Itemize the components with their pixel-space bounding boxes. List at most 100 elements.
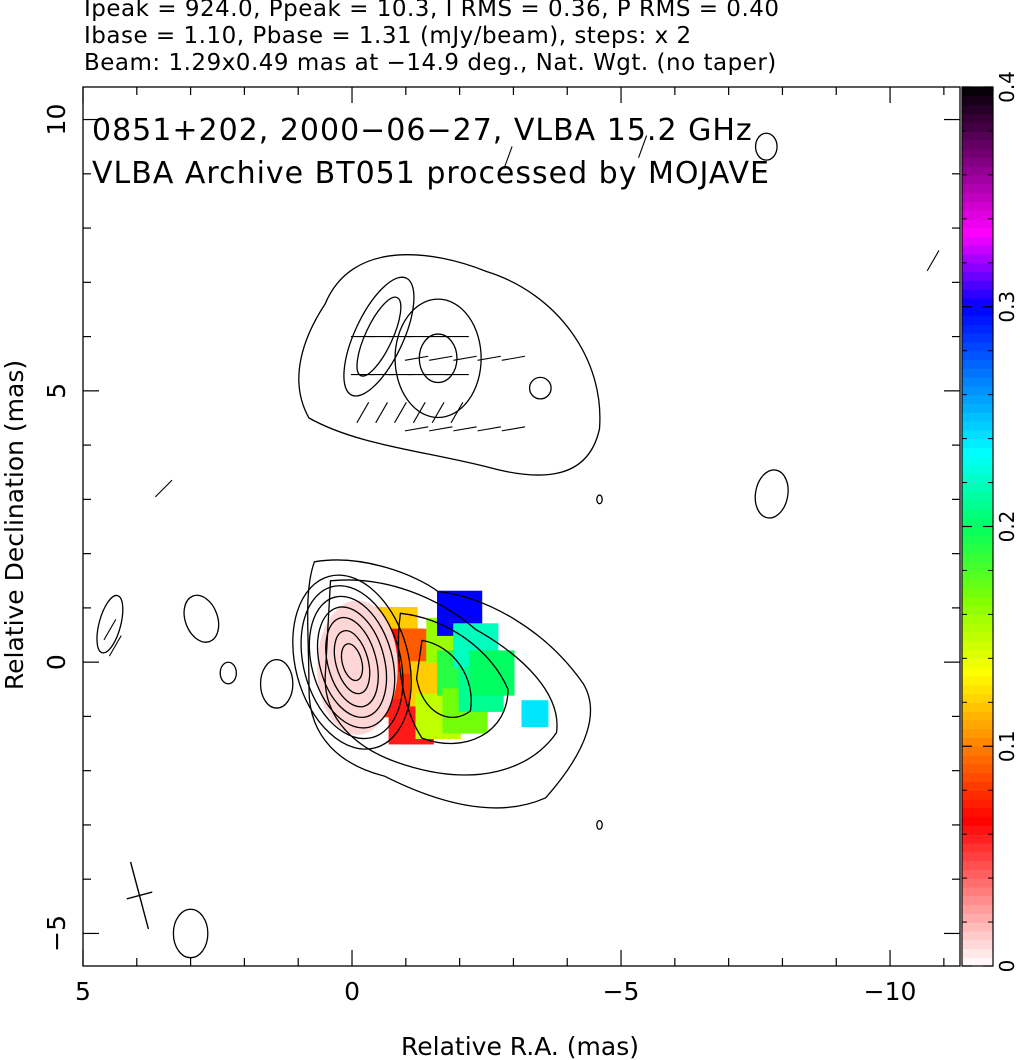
jet-contour-3: [397, 612, 509, 745]
colorbar-segment: [962, 755, 993, 765]
colorbar-segment: [962, 262, 993, 273]
north-comp-a-contour-1: [343, 276, 415, 397]
evpa-vector-1: [375, 402, 389, 424]
colorbar-tick-label: 0.3: [995, 291, 1019, 323]
evpa-vector-20: [453, 426, 477, 432]
noise-contour-6: [596, 819, 603, 830]
colorbar-segment: [962, 825, 993, 835]
colorbar-segment: [962, 324, 993, 334]
noise-contour-8: [96, 594, 124, 654]
colorbar-segment: [962, 236, 993, 246]
colorbar-segment: [962, 315, 993, 325]
jet-outer-contour: [307, 559, 592, 809]
polarization-pixel-layer: [317, 590, 549, 745]
colorbar-segment: [962, 429, 993, 440]
colorbar-segment: [962, 860, 993, 870]
jet-contour-4: [415, 639, 472, 718]
colorbar-segment: [962, 895, 993, 906]
colorbar-segment: [962, 649, 993, 659]
colorbar-segment: [962, 394, 993, 405]
colorbar-segment: [962, 631, 993, 642]
colorbar-segment: [962, 157, 993, 167]
beam-cross-layer: [126, 861, 153, 930]
colorbar-segment: [962, 561, 993, 572]
core-contour-6: [292, 574, 412, 750]
colorbar-segment: [962, 218, 993, 229]
colorbar-segment: [962, 614, 993, 624]
colorbar-segment: [962, 798, 993, 809]
evpa-vector-25: [453, 355, 477, 361]
colorbar-segment: [962, 904, 993, 914]
evpa-vector-21: [477, 426, 501, 432]
colorbar-segment: [962, 491, 993, 501]
colorbar-segment: [962, 605, 993, 615]
colorbar-segment: [962, 403, 993, 413]
colorbar-segment: [962, 711, 993, 721]
y-axis-label: Relative Declination (mas): [0, 360, 29, 690]
north-outer-contour: [298, 254, 601, 476]
north-comp-a-contour-2: [356, 296, 402, 377]
colorbar-segment: [962, 122, 993, 132]
colorbar-segment: [962, 878, 993, 888]
colorbar-segment: [962, 579, 993, 589]
pol-pixel-14: [521, 700, 549, 728]
evpa-vector-30: [154, 479, 173, 498]
y-tick-label: 5: [42, 383, 71, 399]
north-comp-b-contour-1: [394, 298, 482, 419]
colorbar-segment: [962, 482, 993, 492]
plot-frame: [82, 86, 961, 967]
evpa-vector-3: [412, 402, 426, 424]
noise-contour-9: [754, 132, 778, 161]
plot-title-line2: VLBA Archive BT051 processed by MOJAVE: [92, 156, 770, 191]
colorbar-tick-label: 0: [995, 960, 1019, 973]
colorbar-segment: [962, 535, 993, 545]
colorbar-segment: [962, 517, 993, 528]
colorbar-segment: [962, 464, 993, 475]
colorbar-segment: [962, 667, 993, 677]
colorbar-segment: [962, 816, 993, 826]
colorbar-segment: [962, 790, 993, 800]
colorbar-segment: [962, 508, 993, 519]
evpa-vector-29: [108, 635, 122, 657]
core-contour-0: [340, 643, 364, 682]
colorbar-segment: [962, 95, 993, 106]
x-axis-label: Relative R.A. (mas): [401, 1032, 639, 1060]
colorbar-segment: [962, 104, 993, 114]
colorbar-segment: [962, 684, 993, 695]
core-contour-3: [316, 606, 388, 719]
colorbar-segment: [962, 245, 993, 255]
colorbar-segment: [962, 254, 993, 264]
colorbar-segment: [962, 851, 993, 862]
core-contour-2: [325, 616, 379, 708]
colorbar-segment: [962, 438, 993, 448]
evpa-vector-33: [503, 146, 513, 169]
colorbar-segment: [962, 552, 993, 563]
colorbar-segment: [962, 385, 993, 396]
colorbar-segment: [962, 87, 993, 97]
x-tick-label: 5: [75, 977, 91, 1006]
colorbar-segment: [962, 640, 993, 651]
axes-layer: 5 0 −5 −10 −5 0 5 10: [42, 86, 961, 1006]
colorbar-segment: [962, 148, 993, 158]
colorbar-segment: [962, 869, 993, 879]
evpa-vector-4: [431, 402, 445, 424]
colorbar-segment: [962, 201, 993, 211]
colorbar-segment: [962, 719, 993, 730]
contour-layer: [96, 132, 789, 959]
evpa-vector-0: [356, 402, 370, 424]
y-tick-label: 10: [42, 104, 71, 136]
colorbar-segment: [962, 412, 993, 422]
evpa-vector-layer: [103, 135, 940, 657]
colorbar-segment: [962, 588, 993, 598]
noise-contour-3: [259, 658, 294, 709]
colorbar-segment: [962, 930, 993, 941]
colorbar-segment: [962, 139, 993, 150]
colorbar-segment: [962, 350, 993, 361]
header-line-beam: Beam: 1.29x0.49 mas at −14.9 deg., Nat. …: [84, 50, 777, 76]
colorbar-segment: [962, 693, 993, 703]
colorbar-segment: [962, 227, 993, 238]
colorbar-segment: [962, 280, 993, 290]
colorbar-segment: [962, 939, 993, 950]
pol-core-region: [317, 600, 398, 735]
